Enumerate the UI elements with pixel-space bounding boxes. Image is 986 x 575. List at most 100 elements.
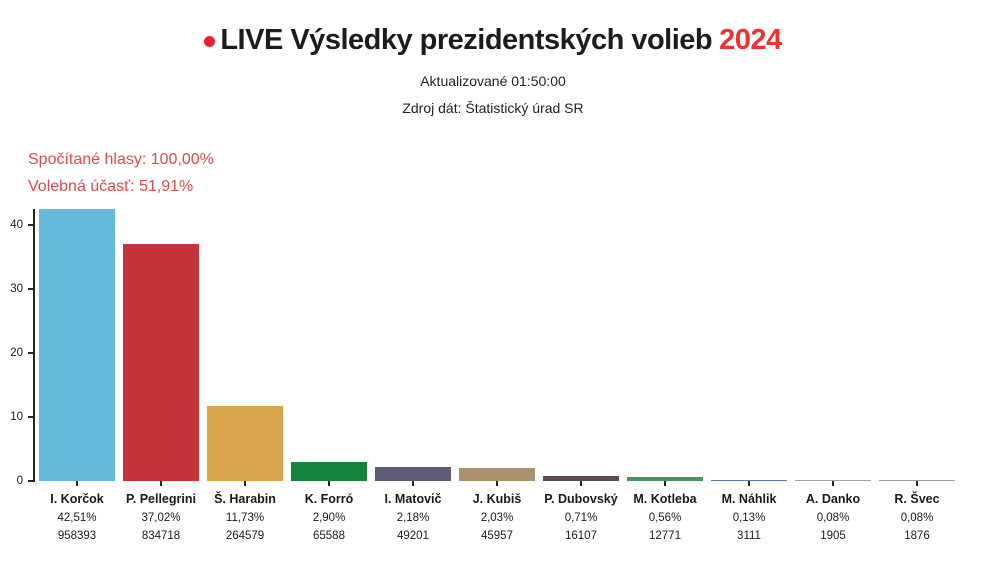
turnout-text: Volebná účasť: 51,91% <box>28 178 194 195</box>
y-tick-label: 10 <box>10 411 23 423</box>
y-tick-mark <box>28 288 34 291</box>
page-title-text: LIVE Výsledky prezidentských volieb <box>220 24 713 56</box>
candidate-name: P. Dubovský <box>544 492 618 506</box>
y-axis: 0 10 20 30 40 <box>0 209 34 487</box>
bar-chart: I. Korčok 42,51% 958393 P. Pellegrini 37,02%… <box>35 209 959 542</box>
candidate-votes: 49201 <box>397 530 429 542</box>
candidate-name: P. Pellegrini <box>126 492 196 506</box>
result-bar <box>627 477 703 481</box>
bar-column: Š. Harabin 11,73% 264579 <box>203 209 287 542</box>
y-tick-mark <box>28 416 34 418</box>
result-bar <box>879 480 955 481</box>
candidate-percent: 2,18% <box>396 512 430 524</box>
y-tick-mark <box>28 480 34 482</box>
x-tick-mark <box>160 481 162 486</box>
candidate-votes: 65588 <box>313 530 345 542</box>
candidate-percent: 2,90% <box>312 512 346 524</box>
candidate-percent: 11,73% <box>225 512 265 524</box>
candidate-name: J. Kubiš <box>472 492 522 506</box>
candidate-percent: 2,03% <box>480 512 514 524</box>
x-tick-mark <box>244 481 246 486</box>
bar-column: P. Pellegrini 37,02% 834718 <box>119 209 203 542</box>
result-bar <box>39 209 115 481</box>
bar-area <box>119 209 203 481</box>
candidate-votes: 1876 <box>904 530 930 542</box>
page-title-year: 2024 <box>719 24 782 56</box>
candidate-votes: 16107 <box>565 530 597 542</box>
bar-area <box>287 209 371 481</box>
candidate-percent: 0,56% <box>648 512 682 524</box>
result-bar <box>795 480 871 481</box>
bar-area <box>623 209 707 481</box>
x-tick-mark <box>916 481 918 486</box>
result-bar <box>123 244 199 481</box>
y-tick-mark <box>28 352 34 355</box>
bar-area <box>875 209 959 481</box>
bar-area <box>35 209 119 481</box>
x-tick-mark <box>328 481 330 486</box>
page-title-row: LIVE Výsledky prezidentských volieb 2024 <box>0 0 986 57</box>
page-title: LIVE Výsledky prezidentských volieb 2024 <box>220 24 782 57</box>
candidate-name: M. Kotleba <box>633 492 697 506</box>
bar-area <box>791 209 875 481</box>
live-dot-icon <box>204 36 216 47</box>
result-bar <box>543 476 619 481</box>
candidate-name: R. Švec <box>894 492 940 506</box>
candidate-name: I. Korčok <box>50 492 104 506</box>
candidate-percent: 0,71% <box>564 512 598 524</box>
y-tick-label: 40 <box>10 219 23 232</box>
candidate-votes: 264579 <box>225 530 265 542</box>
y-tick-label: 30 <box>10 283 23 296</box>
candidate-votes: 1905 <box>820 530 846 542</box>
x-tick-mark <box>664 481 666 486</box>
candidate-votes: 12771 <box>649 530 681 542</box>
result-bar <box>207 405 283 481</box>
updated-timestamp: Aktualizované 01:50:00 <box>420 73 566 89</box>
candidate-name: M. Náhlik <box>721 492 777 506</box>
counted-votes-text: Spočítané hlasy: 100,00% <box>28 151 214 168</box>
x-tick-mark <box>412 481 414 486</box>
candidate-name: Š. Harabin <box>214 492 276 506</box>
candidate-percent: 37,02% <box>141 512 181 524</box>
candidate-percent: 0,13% <box>732 512 766 524</box>
candidate-name: I. Matovič <box>384 492 442 506</box>
bar-column: J. Kubiš 2,03% 45957 <box>455 209 539 542</box>
y-tick-mark <box>28 224 34 227</box>
bar-column: R. Švec 0,08% 1876 <box>875 209 959 542</box>
x-tick-mark <box>832 481 834 486</box>
candidate-percent: 42,51% <box>57 512 97 524</box>
bar-area <box>371 209 455 481</box>
data-source: Zdroj dát: Štatistický úrad SR <box>402 100 584 116</box>
bar-column: K. Forró 2,90% 65588 <box>287 209 371 542</box>
bar-area <box>539 209 623 481</box>
result-bar <box>375 467 451 481</box>
y-tick-label: 0 <box>16 475 23 487</box>
candidate-name: A. Danko <box>805 492 861 506</box>
candidate-name: K. Forró <box>304 492 354 506</box>
bar-column: M. Kotleba 0,56% 12771 <box>623 209 707 542</box>
candidate-percent: 0,08% <box>900 512 934 524</box>
x-tick-mark <box>748 481 750 486</box>
x-tick-mark <box>76 481 78 486</box>
stats-block: Spočítané hlasy: 100,00% Volebná účasť: … <box>28 146 214 200</box>
bar-column: M. Náhlik 0,13% 3111 <box>707 209 791 542</box>
bar-area <box>455 209 539 481</box>
bar-area <box>707 209 791 481</box>
x-tick-mark <box>496 481 498 486</box>
x-tick-mark <box>580 481 582 486</box>
y-tick-label: 20 <box>10 347 23 360</box>
candidate-votes: 834718 <box>141 530 181 542</box>
result-bar <box>291 462 367 481</box>
result-bar <box>711 480 787 481</box>
candidate-votes: 3111 <box>737 530 761 542</box>
candidate-votes: 958393 <box>57 530 97 542</box>
bar-column: I. Matovič 2,18% 49201 <box>371 209 455 542</box>
y-axis-line <box>33 209 35 482</box>
bar-column: P. Dubovský 0,71% 16107 <box>539 209 623 542</box>
bar-area <box>203 209 287 481</box>
result-bar <box>459 468 535 481</box>
candidate-votes: 45957 <box>481 530 513 542</box>
bar-column: I. Korčok 42,51% 958393 <box>35 209 119 542</box>
bar-column: A. Danko 0,08% 1905 <box>791 209 875 542</box>
